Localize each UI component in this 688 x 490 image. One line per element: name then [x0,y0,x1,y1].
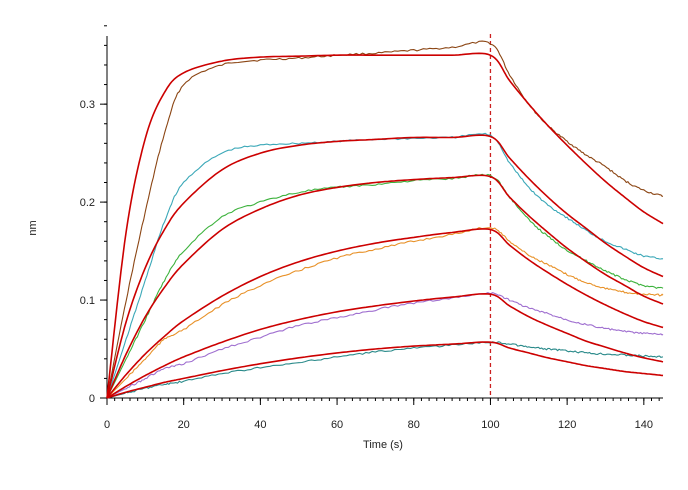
y-tick-label: 0.3 [80,99,95,111]
x-tick-label: 40 [254,419,266,431]
x-tick-label: 140 [635,419,653,431]
plot-area [106,34,664,399]
data-series-5 [106,291,664,399]
x-tick-label: 60 [331,419,343,431]
axes: 0 20 40 60 80 100 120 140 0 0.1 0.2 0.3 [80,25,663,431]
x-tick-label: 0 [104,419,110,431]
y-axis-label: nm [27,220,39,235]
fit-curve-1 [106,52,664,399]
fit-curve-5 [106,292,664,399]
y-tick-label: 0.2 [80,197,95,209]
x-tick-label: 80 [408,419,420,431]
fit-curve-4 [106,228,664,399]
data-series-1 [106,40,664,399]
x-tick-label: 120 [558,419,576,431]
fit-curve-3 [106,174,664,399]
y-tick-label: 0 [89,393,95,405]
fit-curve-6 [106,341,664,399]
data-series-4 [106,227,664,399]
x-axis-label: Time (s) [363,439,403,451]
x-tick-label: 20 [178,419,190,431]
x-tick-label: 100 [481,419,499,431]
y-tick-label: 0.1 [80,295,95,307]
data-series-6 [106,341,664,399]
data-series-2 [106,132,664,399]
fit-curve-2 [106,134,664,399]
